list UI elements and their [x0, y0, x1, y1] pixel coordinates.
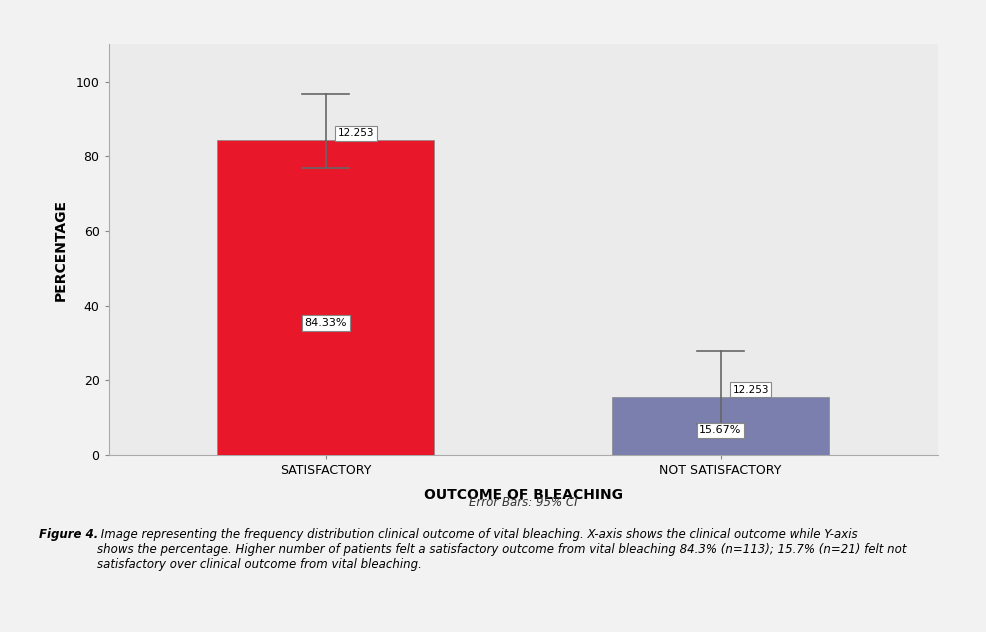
Text: 15.67%: 15.67% [699, 425, 740, 435]
X-axis label: OUTCOME OF BLEACHING: OUTCOME OF BLEACHING [423, 488, 622, 502]
Bar [217, 140, 434, 455]
Text: 84.33%: 84.33% [304, 318, 347, 328]
Text: Figure 4.: Figure 4. [39, 528, 99, 541]
Y-axis label: PERCENTAGE: PERCENTAGE [53, 198, 67, 301]
Bar [611, 396, 828, 455]
Text: 12.253: 12.253 [337, 128, 374, 138]
Text: Error Bars: 95% CI: Error Bars: 95% CI [468, 496, 577, 509]
Text: Image representing the frequency distribution clinical outcome of vital bleachin: Image representing the frequency distrib… [97, 528, 905, 571]
Text: 12.253: 12.253 [732, 385, 768, 394]
